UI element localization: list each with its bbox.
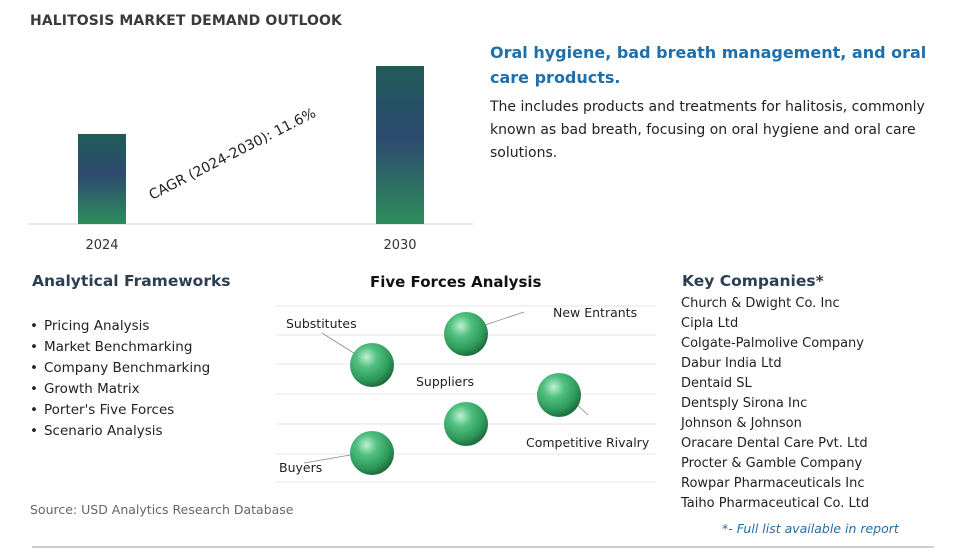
analytical-frameworks-title: Analytical Frameworks: [32, 272, 231, 290]
new-entrants-label: New Entrants: [553, 305, 637, 320]
company-item: Dabur India Ltd: [681, 356, 782, 371]
analytical-frameworks-list: Pricing Analysis Market Benchmarking Com…: [30, 316, 210, 442]
x-tick-label: 2030: [383, 238, 416, 253]
buyers-label: Buyers: [279, 460, 322, 475]
page-title: HALITOSIS MARKET DEMAND OUTLOOK: [30, 13, 342, 29]
suppliers-sphere: [444, 402, 488, 446]
bar-2024: [78, 133, 126, 224]
new-entrants-sphere: [444, 312, 488, 356]
framework-item: Market Benchmarking: [30, 337, 210, 358]
framework-item: Porter's Five Forces: [30, 400, 210, 421]
suppliers-label: Suppliers: [416, 374, 474, 389]
competitive-rivalry-sphere: [537, 373, 581, 417]
company-item: Colgate-Palmolive Company: [681, 336, 864, 351]
framework-item: Scenario Analysis: [30, 421, 210, 442]
competitive-rivalry-label: Competitive Rivalry: [526, 435, 650, 450]
company-item: Oracare Dental Care Pvt. Ltd: [681, 436, 868, 451]
description-heading: Oral hygiene, bad breath management, and…: [490, 43, 927, 87]
company-item: Cipla Ltd: [681, 316, 739, 331]
company-item: Dentsply Sirona Inc: [681, 396, 808, 411]
company-item: Dentaid SL: [681, 376, 752, 391]
description-body: The includes products and treatments for…: [490, 99, 925, 161]
key-companies-list: Church & Dwight Co. Inc Cipla Ltd Colgat…: [681, 294, 869, 514]
key-companies-title: Key Companies*: [682, 272, 824, 290]
framework-item: Pricing Analysis: [30, 316, 210, 337]
x-tick-label: 2024: [85, 238, 118, 253]
company-item: Johnson & Johnson: [681, 416, 802, 431]
substitutes-label: Substitutes: [286, 316, 357, 331]
framework-item: Growth Matrix: [30, 379, 210, 400]
five-forces-title: Five Forces Analysis: [370, 273, 542, 291]
full-list-note: *- Full list available in report: [722, 521, 899, 536]
company-item: Church & Dwight Co. Inc: [681, 296, 840, 311]
cagr-annotation: CAGR (2024-2030): 11.6%: [147, 105, 319, 203]
company-item: Rowpar Pharmaceuticals Inc: [681, 476, 865, 491]
company-item: Taiho Pharmaceutical Co. Ltd: [681, 496, 870, 511]
source-note: Source: USD Analytics Research Database: [30, 502, 294, 517]
framework-item: Company Benchmarking: [30, 358, 210, 379]
five-forces-diagram: Substitutes New Entrants Suppliers Compe…: [276, 305, 656, 483]
bottom-divider: [32, 546, 934, 548]
buyers-sphere: [350, 431, 394, 475]
substitutes-sphere: [350, 343, 394, 387]
bar-chart: 2024 2030 CAGR (2024-2030): 11.6%: [28, 66, 473, 253]
bar-2030: [376, 66, 424, 224]
company-item: Procter & Gamble Company: [681, 456, 863, 471]
